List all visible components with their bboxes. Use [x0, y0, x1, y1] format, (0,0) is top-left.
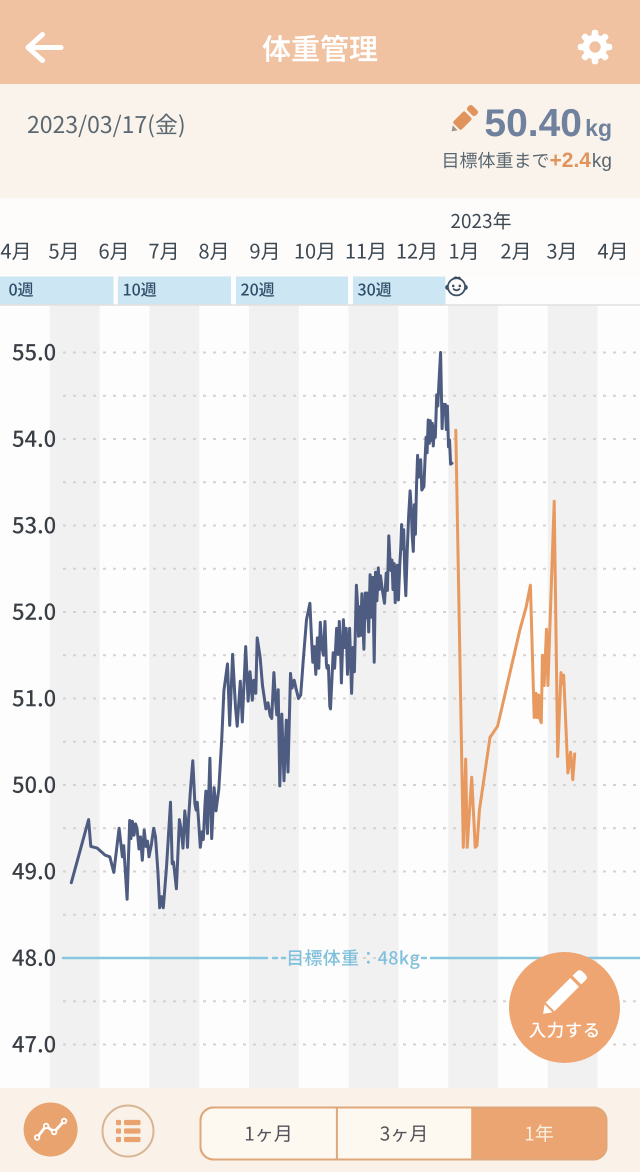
- svg-text:+2.4: +2.4: [550, 149, 592, 172]
- svg-text:kg: kg: [585, 115, 612, 141]
- svg-text:50.40: 50.40: [484, 102, 582, 145]
- svg-text:kg: kg: [592, 151, 612, 172]
